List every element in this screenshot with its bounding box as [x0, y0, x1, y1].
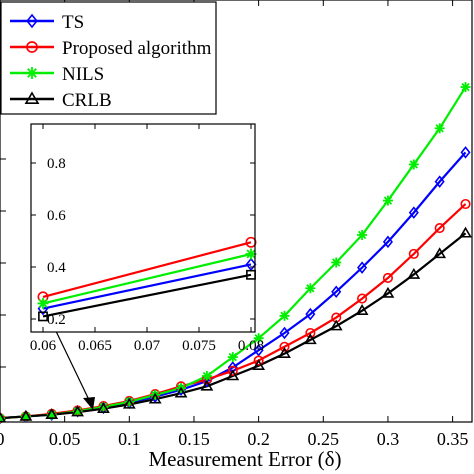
point-ts	[305, 307, 316, 321]
point-crlb	[19, 409, 33, 421]
point-crlb	[226, 369, 240, 381]
point-proposed-algorithm	[460, 198, 471, 210]
point-nils	[408, 159, 419, 170]
point-nils	[357, 229, 368, 240]
inset-line-crlb	[42, 273, 252, 318]
inset-y-tick-label: 0.6	[47, 208, 66, 224]
point-proposed-algorithm	[382, 272, 393, 284]
inset-x-tick-label: 0.07	[134, 338, 161, 354]
x-axis-label: Measurement Error (δ)	[149, 447, 342, 471]
point-proposed-algorithm	[279, 341, 290, 352]
point-proposed-algorithm	[434, 223, 445, 234]
legend-items: TS Proposed algorithm NILS CRLB	[10, 12, 212, 111]
point-ts	[408, 206, 419, 219]
main-plot-frame	[0, 0, 473, 423]
point-nils	[279, 310, 290, 321]
inset-x-tick-label: 0.075	[182, 338, 216, 354]
point-crlb	[381, 286, 395, 298]
point-crlb	[122, 397, 136, 409]
point-nils	[382, 195, 393, 206]
point-crlb	[407, 267, 421, 279]
point-proposed-algorithm	[305, 327, 316, 339]
legend: TS Proposed algorithm NILS CRLB	[0, 1, 217, 115]
point-ts	[279, 326, 290, 340]
point-nils	[434, 123, 445, 134]
point-crlb	[433, 247, 447, 259]
inset-line-ts	[42, 263, 252, 310]
legend-label: Proposed algorithm	[62, 38, 212, 59]
inset-y-tick-label: 0.4	[47, 260, 66, 276]
inset-line-proposed-algorithm	[42, 241, 252, 298]
point-ts	[253, 343, 264, 357]
x-tick-label: 0.3	[377, 429, 400, 449]
legend-label: CRLB	[62, 90, 112, 111]
legend-marker	[24, 91, 40, 104]
point-crlb	[174, 386, 188, 398]
point-ts	[331, 285, 342, 299]
point-crlb	[45, 408, 59, 420]
legend-label: NILS	[62, 64, 104, 85]
point-crlb	[278, 347, 291, 358]
point-nils	[227, 352, 238, 363]
point-crlb	[0, 411, 7, 423]
point-proposed-algorithm	[227, 365, 238, 376]
point-crlb	[355, 304, 369, 315]
point-ts	[357, 261, 368, 274]
inset-y-tick-label: 0.8	[47, 156, 66, 172]
zoom-arrow-head	[83, 397, 95, 410]
legend-item-ts: TS	[10, 12, 84, 33]
legend-label: TS	[62, 12, 84, 33]
point-nils	[253, 333, 264, 344]
legend-marker	[26, 41, 38, 53]
point-crlb	[329, 319, 343, 331]
point-nils	[201, 371, 212, 381]
point-crlb	[303, 333, 317, 345]
legend-item-proposed-algorithm: Proposed algorithm	[10, 38, 212, 59]
x-tick-label: 0.2	[247, 429, 270, 449]
inset-x-tick-label: 0.06	[30, 338, 57, 354]
x-tick-label: 0.35	[437, 429, 469, 449]
inset-line-nils	[42, 252, 252, 305]
inset-x-ticks: 0.06 0.065 0.07 0.075 0.08	[30, 124, 264, 354]
point-crlb	[252, 359, 266, 370]
point-ts	[382, 235, 393, 249]
main-x-ticks: 0 0.05 0.1 0.15 0.2 0.25 0.3 0.35	[0, 0, 468, 449]
x-tick-label: 0.05	[49, 429, 81, 449]
x-tick-label: 0.15	[178, 429, 210, 449]
point-nils	[460, 82, 471, 93]
inset-y-ticks: 0.2 0.4 0.6 0.8	[31, 156, 255, 328]
point-nils	[305, 283, 316, 294]
point-nils	[98, 401, 109, 412]
inset-point-nils	[37, 297, 49, 309]
inset-point-proposed-algorithm	[245, 236, 257, 248]
legend-item-crlb: CRLB	[10, 90, 112, 111]
point-ts	[460, 146, 471, 159]
point-nils	[331, 257, 342, 268]
inset-plot-frame	[30, 123, 256, 333]
point-crlb	[200, 379, 214, 391]
point-crlb	[459, 226, 472, 238]
inset-series-layer	[37, 236, 257, 322]
point-proposed-algorithm	[408, 248, 419, 259]
zoom-arrow	[53, 326, 91, 403]
x-tick-label: 0.1	[118, 429, 141, 449]
legend-marker	[26, 67, 38, 79]
inset-x-tick-label: 0.065	[78, 338, 112, 354]
x-tick-label: 0	[0, 429, 5, 449]
legend-marker	[26, 13, 38, 29]
point-crlb	[71, 405, 84, 417]
point-crlb	[148, 392, 162, 404]
point-proposed-algorithm	[357, 293, 368, 304]
point-proposed-algorithm	[253, 355, 264, 366]
x-tick-label: 0.25	[308, 429, 340, 449]
point-ts	[434, 175, 445, 188]
inset-x-tick-label: 0.08	[238, 338, 264, 354]
inset-y-tick-label: 0.2	[47, 312, 66, 328]
legend-item-nils: NILS	[10, 64, 104, 85]
point-crlb	[97, 402, 110, 413]
main-series-layer	[0, 82, 472, 425]
inset-point-crlb	[38, 311, 48, 322]
